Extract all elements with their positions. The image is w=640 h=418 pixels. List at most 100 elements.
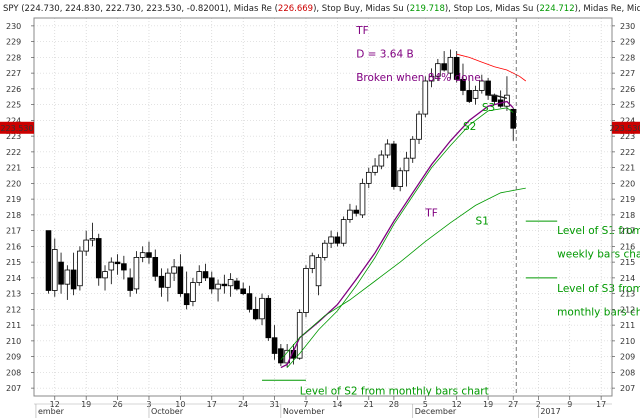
- y-tick-label-left: 214: [6, 274, 21, 283]
- candle-body-up: [64, 269, 71, 285]
- y-tick-label-right: 229: [620, 38, 635, 47]
- candle-body-up: [227, 279, 234, 287]
- candle-body-up: [89, 238, 96, 241]
- candle-body-up: [303, 268, 309, 313]
- candle-body-down: [127, 277, 133, 291]
- candle: [139, 246, 146, 263]
- chart-title: SPY (224.730, 224.830, 222.730, 223.530,…: [3, 4, 640, 14]
- candle-body-down: [70, 269, 77, 290]
- candle-body-down: [240, 288, 246, 295]
- y-tick-label-right: 216: [620, 242, 635, 251]
- y-tick-label-right: 213: [620, 290, 635, 299]
- y-tick-label-left: 228: [6, 53, 21, 62]
- month-label: ember: [38, 407, 65, 416]
- candle-body-down: [58, 261, 64, 285]
- x-tick-label: 9: [567, 400, 572, 409]
- candle: [83, 230, 89, 256]
- title-segment: ), Stop Los, Midas Su (: [445, 4, 540, 14]
- candle-body-up: [259, 297, 265, 320]
- candle: [391, 140, 397, 190]
- annotation-lvl-s2: Level of S2 from monthly bars chart: [300, 385, 489, 397]
- candle-body-up: [190, 282, 196, 302]
- candle-body-down: [353, 209, 360, 214]
- candle: [259, 293, 265, 326]
- candle-body-down: [265, 297, 272, 339]
- plot-frame: [33, 17, 613, 397]
- candle-body-down: [221, 283, 228, 287]
- price-tag-right-label: 223.530: [609, 124, 640, 133]
- candle-body-down: [391, 143, 397, 187]
- candle-body-up: [504, 94, 510, 107]
- y-tick-label-right: 209: [620, 353, 635, 362]
- candle: [152, 249, 159, 282]
- x-tick-label: 31: [269, 400, 279, 409]
- candle: [409, 136, 416, 163]
- y-tick-label-right: 214: [620, 274, 635, 283]
- candle: [309, 252, 316, 274]
- candle: [416, 110, 422, 144]
- y-tick-label-right: 212: [620, 305, 635, 314]
- annotation-lvl-s1-2: weekly bars chart: [557, 248, 640, 260]
- annotation-lvl-s1-1: Level of S1 from: [557, 225, 640, 237]
- candle: [397, 167, 403, 192]
- candle-body-down: [246, 293, 253, 310]
- candle: [158, 268, 165, 297]
- y-tick-label-left: 227: [6, 69, 21, 78]
- candle-body-up: [435, 63, 441, 77]
- candle-body-down: [485, 80, 491, 96]
- candle-body-down: [158, 275, 165, 288]
- candle-body-up: [215, 283, 221, 290]
- candle-body-down: [121, 263, 127, 271]
- candle: [70, 252, 77, 296]
- candle-body-up: [139, 252, 146, 258]
- annotation-s1-label: S1: [476, 215, 489, 227]
- candle-body-down: [45, 230, 52, 291]
- y-tick-label-left: 224: [6, 116, 21, 125]
- y-tick-label-right: 222: [620, 148, 635, 157]
- candle: [428, 68, 435, 88]
- candle: [422, 76, 429, 118]
- candle: [133, 251, 140, 294]
- grid: [34, 18, 612, 396]
- candle: [227, 273, 234, 297]
- candle-body-up: [196, 271, 203, 284]
- candle: [340, 216, 347, 247]
- annotation-tf-info-2: D = 3.64 B: [356, 48, 413, 60]
- candle: [77, 246, 83, 291]
- candle-body-up: [83, 239, 89, 252]
- title-segment: ), Midas Re, Midas Re, TB-F (: [575, 4, 640, 14]
- y-tick-label-left: 225: [6, 101, 21, 110]
- candle: [121, 255, 127, 280]
- candle-body-down: [208, 277, 215, 290]
- candle: [403, 151, 410, 187]
- candle-body-up: [309, 255, 316, 269]
- month-label: November: [283, 407, 325, 416]
- line-r: [456, 53, 527, 82]
- y-tick-label-left: 223: [6, 132, 21, 141]
- candle: [441, 51, 447, 72]
- candle: [146, 241, 152, 264]
- annotation-tf-info-1: TF: [355, 25, 368, 37]
- price-tag-right: [612, 121, 640, 134]
- candle: [322, 240, 328, 261]
- candle: [504, 76, 510, 111]
- month-label: 2017: [540, 407, 560, 416]
- indicator-lines: [280, 18, 527, 396]
- candle-body-down: [460, 79, 466, 91]
- candle-body-down: [146, 252, 152, 258]
- candle: [315, 254, 322, 296]
- candle: [479, 74, 485, 94]
- candle: [95, 233, 102, 286]
- candle: [303, 265, 309, 318]
- candle-body-up: [384, 143, 391, 156]
- annotation-lvl-s3-2: monthly bars chart: [557, 307, 640, 319]
- candle: [353, 205, 360, 217]
- candle-body-up: [365, 171, 372, 184]
- x-tick-label: 17: [207, 400, 217, 409]
- title-segment: Midas Re (: [234, 4, 278, 14]
- x-tick-label: 19: [483, 400, 493, 409]
- y-tick-label-right: 224: [620, 116, 635, 125]
- line-tb-f: [488, 94, 508, 99]
